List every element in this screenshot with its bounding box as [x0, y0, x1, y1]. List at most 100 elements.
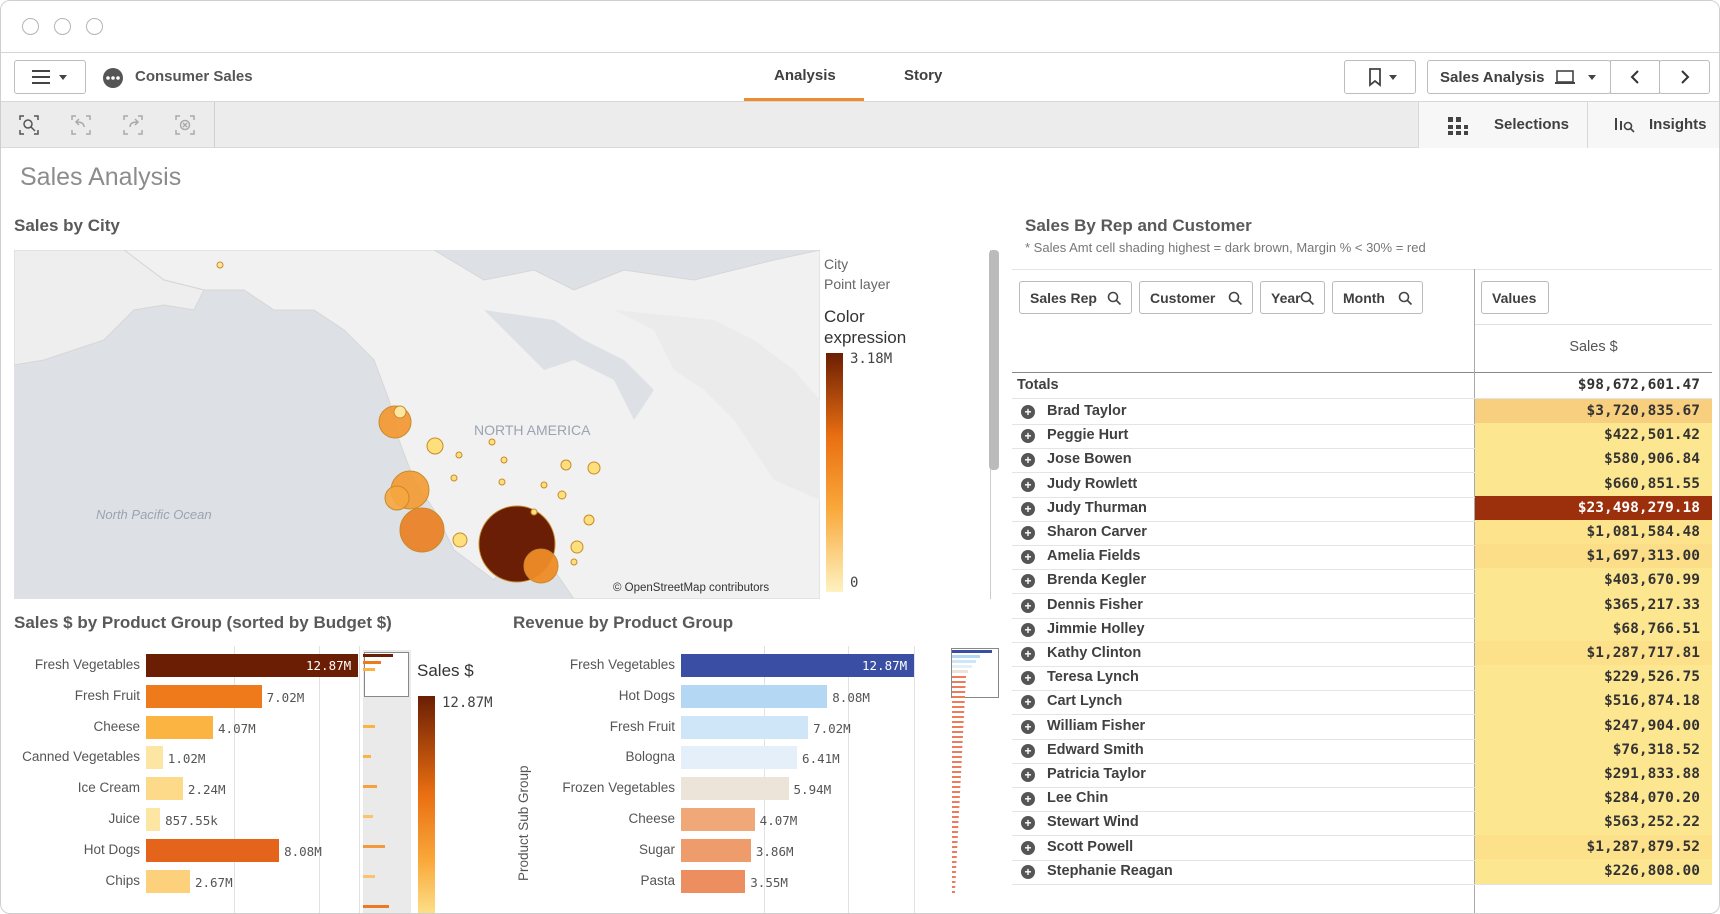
expand-icon[interactable]: + — [1021, 743, 1035, 758]
table-row[interactable]: + Patricia Taylor $291,833.88 — [1012, 762, 1712, 788]
sales-value-cell[interactable]: $3,720,835.67 — [1475, 399, 1712, 424]
sales-value-cell[interactable]: $422,501.42 — [1475, 423, 1712, 449]
table-row[interactable]: + Judy Rowlett $660,851.55 — [1012, 471, 1712, 498]
bar[interactable] — [681, 746, 798, 770]
bar-category-label[interactable]: Fresh Vegetables — [34, 657, 140, 672]
sales-value-cell[interactable]: $23,498,279.18 — [1475, 495, 1712, 521]
selections-button[interactable]: Selections — [1494, 116, 1570, 133]
expand-icon[interactable]: + — [1021, 550, 1035, 565]
minichart-viewport[interactable] — [364, 652, 409, 697]
table-row[interactable]: + Judy Thurman $23,498,279.18 — [1012, 495, 1712, 522]
previous-sheet-button[interactable] — [1610, 60, 1660, 94]
table-row[interactable]: + Lee Chin $284,070.20 — [1012, 786, 1712, 813]
expand-icon[interactable]: + — [1021, 792, 1035, 807]
bar[interactable] — [681, 684, 828, 708]
bar-category-label[interactable]: Canned Vegetables — [22, 749, 140, 765]
main-menu-button[interactable] — [14, 60, 86, 94]
bar-category-label[interactable]: Juice — [108, 811, 140, 826]
table-row[interactable]: + Edward Smith $76,318.52 — [1012, 737, 1712, 764]
bar-category-label[interactable]: Pasta — [640, 872, 675, 888]
sales-value-cell[interactable]: $1,081,584.48 — [1475, 520, 1712, 545]
table-row[interactable]: + Jimmie Holley $68,766.51 — [1012, 616, 1712, 643]
sales-value-cell[interactable]: $68,766.51 — [1475, 616, 1712, 642]
bar[interactable] — [681, 715, 809, 739]
bar-category-label[interactable]: Fresh Vegetables — [569, 657, 675, 672]
table-row[interactable]: + Stephanie Reagan $226,808.00 — [1012, 858, 1712, 885]
expand-icon[interactable]: + — [1021, 501, 1035, 516]
table-row[interactable]: + Scott Powell $1,287,879.52 — [1012, 834, 1712, 861]
bar-category-label[interactable]: Sugar — [638, 841, 675, 857]
expand-icon[interactable]: + — [1021, 695, 1035, 710]
step-back-icon[interactable] — [70, 114, 92, 136]
city-bubble[interactable] — [560, 459, 572, 471]
bar[interactable] — [681, 808, 755, 831]
bar-category-label[interactable]: Hot Dogs — [618, 687, 675, 703]
sales-value-cell[interactable]: $1,697,313.00 — [1475, 544, 1712, 570]
bar[interactable] — [146, 715, 214, 739]
sheet-selector[interactable]: Sales Analysis — [1427, 60, 1611, 94]
sales-value-cell[interactable]: $365,217.33 — [1475, 592, 1712, 618]
bar[interactable] — [146, 869, 190, 893]
table-row[interactable]: + Amelia Fields $1,697,313.00 — [1012, 544, 1712, 571]
tab-analysis[interactable]: Analysis — [774, 67, 836, 84]
bar-category-label[interactable]: Ice Cream — [77, 780, 140, 796]
bar-category-label[interactable]: Chips — [105, 872, 140, 888]
map-legend-scrollbar[interactable] — [989, 250, 999, 470]
expand-icon[interactable]: + — [1021, 622, 1035, 637]
filter-customer[interactable]: Customer — [1139, 281, 1253, 314]
app-more-icon[interactable] — [103, 68, 123, 88]
city-bubble[interactable] — [455, 451, 463, 459]
bar-category-label[interactable]: Fresh Fruit — [609, 718, 675, 734]
minichart-viewport[interactable] — [951, 648, 999, 698]
table-row[interactable]: + Cart Lynch $516,874.18 — [1012, 689, 1712, 716]
sales-product-chart[interactable]: Fresh Vegetables 12.87M Fresh Fruit 7.02M Ch… — [1, 646, 501, 913]
city-bubble[interactable] — [399, 507, 445, 553]
sales-value-cell[interactable]: $1,287,879.52 — [1475, 834, 1712, 860]
expand-icon[interactable]: + — [1021, 574, 1035, 589]
table-row[interactable]: + Dennis Fisher $365,217.33 — [1012, 592, 1712, 619]
bookmarks-button[interactable] — [1344, 60, 1416, 94]
city-bubble[interactable] — [570, 540, 584, 554]
map-canvas[interactable]: NORTH AMERICA North Pacific Ocean — [14, 250, 820, 599]
sales-value-cell[interactable]: $403,670.99 — [1475, 568, 1712, 594]
sales-value-cell[interactable]: $291,833.88 — [1475, 762, 1712, 787]
clear-selections-icon[interactable] — [174, 114, 196, 136]
city-bubble[interactable] — [557, 490, 567, 500]
bar[interactable] — [146, 746, 163, 770]
sales-value-cell[interactable]: $1,287,717.81 — [1475, 641, 1712, 666]
bar[interactable] — [146, 777, 183, 801]
city-bubble[interactable] — [583, 514, 595, 526]
city-bubble[interactable] — [393, 405, 407, 419]
expand-icon[interactable]: + — [1021, 768, 1035, 782]
expand-icon[interactable]: + — [1021, 816, 1035, 831]
expand-icon[interactable]: + — [1021, 719, 1035, 734]
column-sales-header[interactable]: Sales $ — [1569, 339, 1618, 355]
expand-icon[interactable]: + — [1021, 477, 1035, 492]
bar[interactable] — [146, 684, 262, 708]
sales-value-cell[interactable]: $226,808.00 — [1475, 858, 1712, 884]
sales-value-cell[interactable]: $580,906.84 — [1475, 447, 1712, 473]
city-bubble[interactable] — [530, 508, 538, 516]
pivot-table[interactable]: Sales Rep Customer Year Month Values Sal… — [1012, 269, 1712, 913]
bar[interactable] — [681, 869, 746, 893]
filter-month[interactable]: Month — [1332, 281, 1423, 314]
expand-icon[interactable]: + — [1021, 526, 1035, 540]
bar[interactable] — [681, 838, 751, 862]
city-bubble[interactable] — [452, 532, 468, 548]
bar[interactable] — [681, 654, 914, 677]
sales-product-minichart[interactable] — [363, 650, 411, 913]
bar[interactable] — [146, 808, 161, 831]
revenue-minichart[interactable] — [951, 648, 999, 913]
expand-icon[interactable]: + — [1021, 429, 1035, 444]
table-row[interactable]: + Peggie Hurt $422,501.42 — [1012, 423, 1712, 450]
city-bubble[interactable] — [450, 474, 458, 482]
bar[interactable] — [146, 838, 280, 862]
sales-value-cell[interactable]: $229,526.75 — [1475, 665, 1712, 691]
table-row[interactable]: + Stewart Wind $563,252.22 — [1012, 810, 1712, 837]
table-row[interactable]: + Sharon Carver $1,081,584.48 — [1012, 520, 1712, 546]
revenue-product-chart[interactable]: Fresh Vegetables 12.87M Hot Dogs 8.08M Fresh… — [501, 646, 941, 913]
tab-story[interactable]: Story — [904, 67, 943, 84]
table-row[interactable]: + Jose Bowen $580,906.84 — [1012, 447, 1712, 474]
values-button[interactable]: Values — [1481, 281, 1549, 314]
window-minimize-button[interactable] — [54, 18, 71, 35]
